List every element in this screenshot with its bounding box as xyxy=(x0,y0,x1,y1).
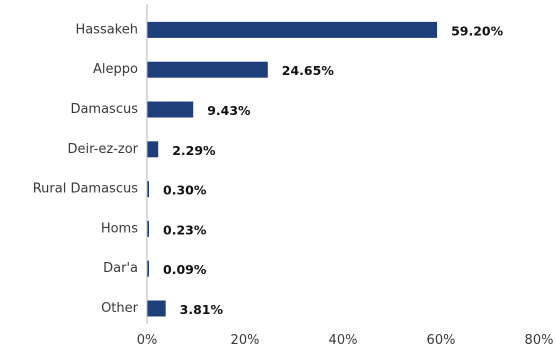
x-tick-label-2: 40% xyxy=(329,333,358,348)
category-label-0: Hassakeh xyxy=(75,22,138,37)
value-label-7: 3.81% xyxy=(180,302,224,317)
value-label-4: 0.30% xyxy=(163,183,207,198)
value-label-1: 24.65% xyxy=(282,63,335,78)
category-label-1: Aleppo xyxy=(93,62,138,77)
category-label-6: Dar'a xyxy=(103,261,138,276)
category-label-2: Damascus xyxy=(70,102,138,117)
bar-0 xyxy=(147,21,438,38)
x-tick-labels: 0% 20% 40% 60% 80% xyxy=(137,333,554,348)
bar-5 xyxy=(147,220,149,237)
value-label-6: 0.09% xyxy=(163,262,207,277)
value-labels: 59.20% 24.65% 9.43% 2.29% 0.30% 0.23% 0.09% 3.8… xyxy=(163,23,504,317)
bar-7 xyxy=(147,300,166,317)
category-label-3: Deir-ez-zor xyxy=(68,142,139,157)
x-tick-label-3: 60% xyxy=(427,333,456,348)
x-tick-label-4: 80% xyxy=(525,333,554,348)
bar-2 xyxy=(147,101,194,118)
x-tick-label-1: 20% xyxy=(231,333,260,348)
bar-6 xyxy=(147,260,149,277)
bar-4 xyxy=(147,181,149,198)
bar-3 xyxy=(147,141,159,158)
bar-1 xyxy=(147,61,268,78)
value-label-3: 2.29% xyxy=(172,143,216,158)
bars-layer xyxy=(147,21,438,317)
category-labels: Hassakeh Aleppo Damascus Deir-ez-zor Rural D… xyxy=(33,22,139,316)
category-label-7: Other xyxy=(101,301,139,316)
value-label-5: 0.23% xyxy=(163,222,207,237)
x-tick-label-0: 0% xyxy=(137,333,158,348)
category-label-5: Homs xyxy=(101,221,138,236)
category-label-4: Rural Damascus xyxy=(33,182,139,197)
value-label-2: 9.43% xyxy=(207,103,251,118)
value-label-0: 59.20% xyxy=(451,23,504,38)
